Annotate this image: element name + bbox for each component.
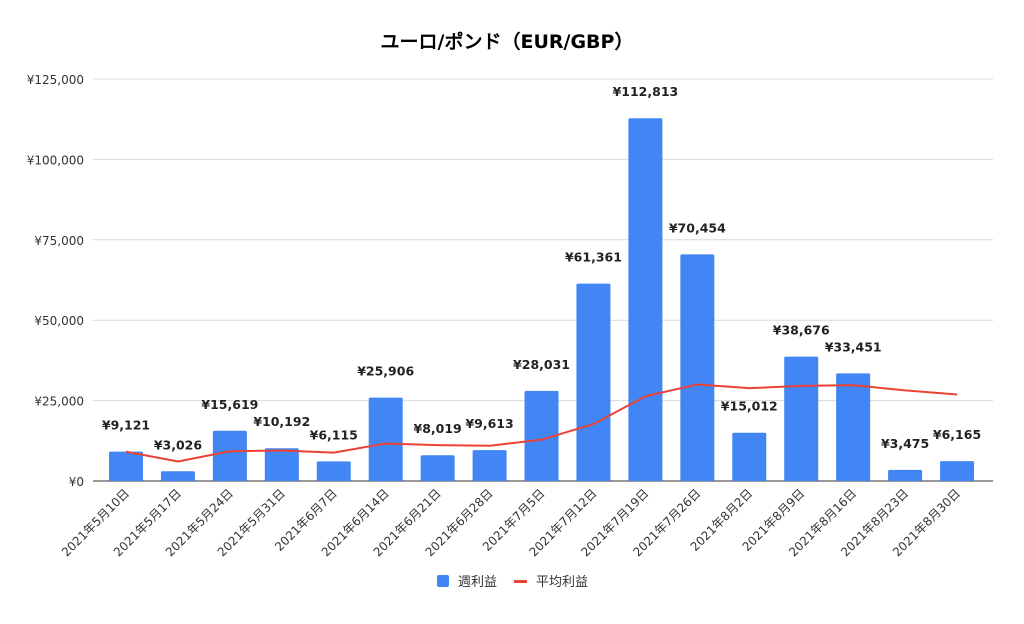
legend: 週利益 平均利益 [437,575,588,590]
bar[interactable] [836,373,871,481]
bar-data-label: ¥8,019 [414,421,462,436]
bar-data-label: ¥112,813 [613,84,679,99]
bar[interactable] [732,432,767,481]
bar-data-label: ¥6,165 [933,427,981,442]
legend-label-line[interactable]: 平均利益 [536,575,588,590]
bar-data-label: ¥15,012 [721,399,778,414]
bar-data-label: ¥38,676 [773,323,830,338]
bar-series [109,118,975,481]
bar[interactable] [368,397,403,481]
y-axis-ticks: ¥0 ¥25,000 ¥50,000 ¥75,000 ¥100,000 ¥125,000 [27,73,84,489]
bar[interactable] [784,356,819,481]
bar[interactable] [576,283,611,481]
bar-data-label: ¥15,619 [201,397,258,412]
bar-data-label: ¥3,026 [154,437,203,452]
bar-data-label: ¥3,475 [881,436,929,451]
bar[interactable] [109,451,143,481]
bar-data-label: ¥33,451 [825,339,882,354]
bar-data-label: ¥61,361 [565,250,622,265]
data-labels: ¥9,121 ¥3,026 ¥15,619 ¥10,192¥6,115 ¥25,906 ¥… [102,84,981,452]
bar[interactable] [524,390,559,481]
bar-data-label: ¥28,031 [513,357,570,372]
y-tick-label: ¥50,000 [34,314,84,328]
bar-data-label: ¥9,613 [465,416,513,431]
bar[interactable] [212,430,247,481]
y-tick-label: ¥0 [69,475,84,489]
bar-data-label: ¥70,454 [669,220,726,235]
line-series [125,383,958,463]
legend-swatch-line [514,580,527,583]
bar[interactable] [420,455,455,481]
bar-data-label: ¥25,906 [357,364,414,379]
bar[interactable] [160,471,195,481]
bar[interactable] [888,469,923,481]
bar[interactable] [316,461,351,481]
bar[interactable] [628,118,663,481]
average-line[interactable] [125,383,958,463]
bar[interactable] [940,461,975,481]
bar[interactable] [264,448,299,481]
y-tick-label: ¥25,000 [34,395,84,409]
legend-swatch-bar [437,575,449,587]
legend-label-bar[interactable]: 週利益 [458,575,497,590]
y-tick-label: ¥125,000 [27,73,84,87]
bar[interactable] [680,254,715,481]
bar-data-label: ¥6,115 [310,427,358,442]
bar-data-label: ¥9,121 [102,418,150,433]
bar[interactable] [472,450,507,481]
x-axis-ticks: 2021年5月10日2021年5月17日2021年5月24日2021年5月31日… [59,486,963,559]
y-tick-label: ¥100,000 [27,153,84,167]
chart-title: ユーロ/ポンド（EUR/GBP） [381,30,634,53]
bar-data-label: ¥10,192 [253,414,310,429]
y-tick-label: ¥75,000 [34,234,84,248]
